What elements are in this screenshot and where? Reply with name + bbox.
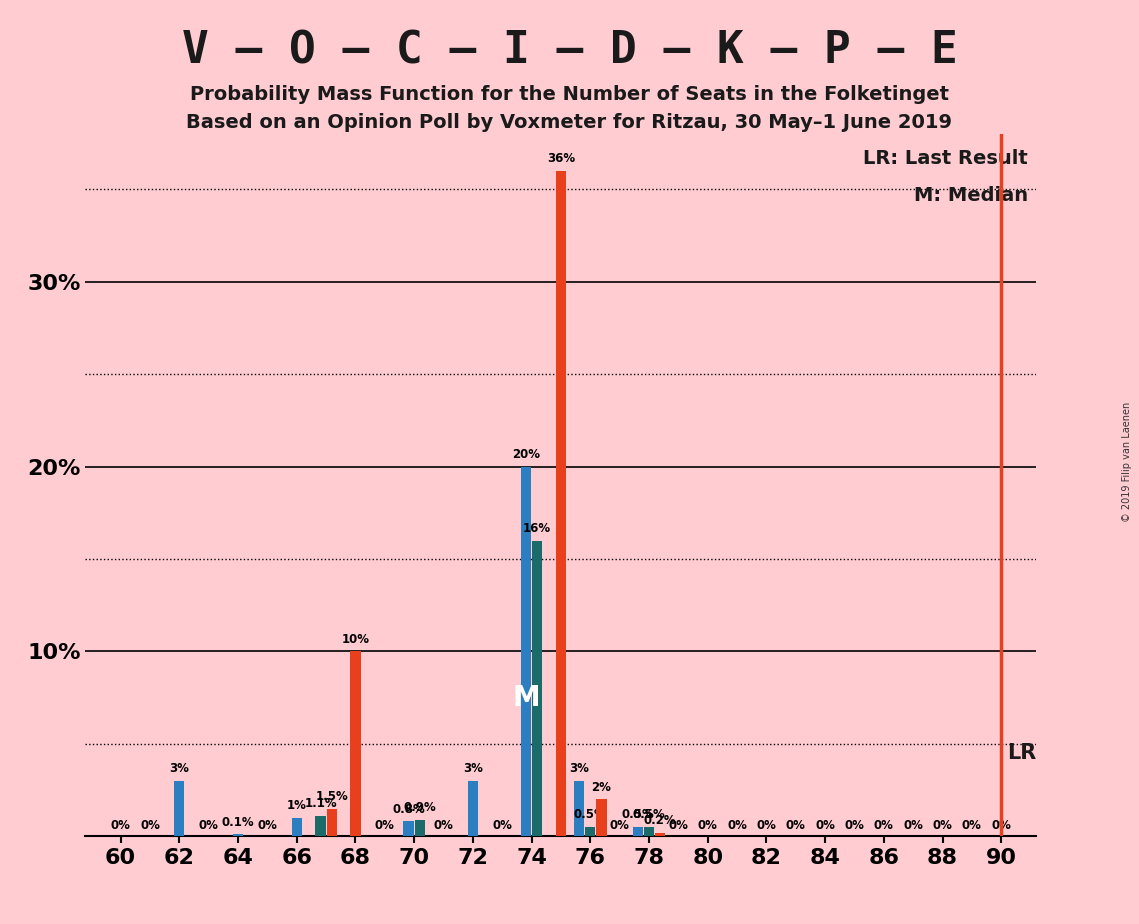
- Text: 0%: 0%: [199, 819, 219, 832]
- Text: 3%: 3%: [462, 762, 483, 775]
- Text: 1%: 1%: [287, 799, 306, 812]
- Bar: [521, 467, 531, 836]
- Text: 0%: 0%: [816, 819, 835, 832]
- Text: 0%: 0%: [492, 819, 513, 832]
- Text: 10%: 10%: [342, 633, 369, 646]
- Text: LR: Last Result: LR: Last Result: [863, 149, 1027, 168]
- Text: 0.8%: 0.8%: [392, 803, 425, 816]
- Bar: [233, 834, 244, 836]
- Bar: [403, 821, 413, 836]
- Text: 0%: 0%: [140, 819, 159, 832]
- Text: 0%: 0%: [257, 819, 278, 832]
- Text: 0%: 0%: [434, 819, 453, 832]
- Bar: [174, 781, 185, 836]
- Bar: [633, 827, 644, 836]
- Text: M: M: [513, 684, 540, 711]
- Text: 0.2%: 0.2%: [644, 814, 677, 827]
- Text: 3%: 3%: [170, 762, 189, 775]
- Text: 0.5%: 0.5%: [574, 808, 607, 821]
- Text: 2%: 2%: [591, 781, 612, 794]
- Text: 36%: 36%: [547, 152, 575, 165]
- Text: 0%: 0%: [375, 819, 395, 832]
- Text: V – O – C – I – D – K – P – E: V – O – C – I – D – K – P – E: [181, 30, 958, 73]
- Text: 1.5%: 1.5%: [316, 790, 349, 803]
- Text: 0%: 0%: [933, 819, 952, 832]
- Text: 0%: 0%: [844, 819, 865, 832]
- Bar: [597, 799, 607, 836]
- Text: Based on an Opinion Poll by Voxmeter for Ritzau, 30 May–1 June 2019: Based on an Opinion Poll by Voxmeter for…: [187, 113, 952, 132]
- Text: 0%: 0%: [903, 819, 923, 832]
- Text: 0%: 0%: [991, 819, 1011, 832]
- Bar: [574, 781, 584, 836]
- Bar: [644, 827, 654, 836]
- Text: 0%: 0%: [698, 819, 718, 832]
- Bar: [468, 781, 478, 836]
- Text: 0.5%: 0.5%: [622, 808, 654, 821]
- Text: 0%: 0%: [609, 819, 630, 832]
- Text: 0%: 0%: [962, 819, 982, 832]
- Text: 0%: 0%: [786, 819, 805, 832]
- Text: 0.5%: 0.5%: [632, 808, 665, 821]
- Bar: [655, 833, 665, 836]
- Text: 0.1%: 0.1%: [222, 816, 254, 829]
- Text: 0%: 0%: [727, 819, 747, 832]
- Bar: [585, 827, 596, 836]
- Text: 1.1%: 1.1%: [304, 797, 337, 810]
- Text: 20%: 20%: [513, 448, 540, 461]
- Text: LR: LR: [1007, 743, 1036, 763]
- Bar: [327, 808, 337, 836]
- Text: 0%: 0%: [756, 819, 777, 832]
- Text: 0%: 0%: [874, 819, 894, 832]
- Text: 0%: 0%: [669, 819, 688, 832]
- Text: 0%: 0%: [110, 819, 131, 832]
- Text: 0.9%: 0.9%: [403, 801, 436, 814]
- Text: M: Median: M: Median: [913, 186, 1027, 205]
- Bar: [351, 651, 361, 836]
- Text: Probability Mass Function for the Number of Seats in the Folketinget: Probability Mass Function for the Number…: [190, 85, 949, 104]
- Bar: [316, 816, 326, 836]
- Bar: [556, 171, 566, 836]
- Text: 3%: 3%: [570, 762, 589, 775]
- Bar: [532, 541, 542, 836]
- Bar: [415, 820, 425, 836]
- Text: 16%: 16%: [523, 522, 551, 535]
- Text: © 2019 Filip van Laenen: © 2019 Filip van Laenen: [1122, 402, 1132, 522]
- Bar: [292, 818, 302, 836]
